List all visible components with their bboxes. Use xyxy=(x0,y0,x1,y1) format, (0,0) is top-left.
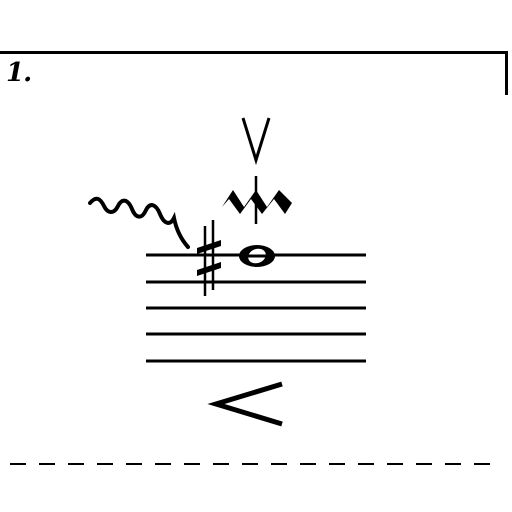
frame-right-border xyxy=(505,51,508,95)
whole-note-icon xyxy=(239,245,275,267)
glissando-wavy-line xyxy=(88,196,190,249)
up-bow-icon xyxy=(241,117,271,166)
frame-top-border xyxy=(0,51,508,54)
mordent-icon xyxy=(222,176,292,224)
staff xyxy=(146,253,366,363)
crescendo-hairpin-icon xyxy=(207,381,283,427)
exercise-number: 1. xyxy=(6,58,32,88)
sharp-icon xyxy=(197,220,221,296)
